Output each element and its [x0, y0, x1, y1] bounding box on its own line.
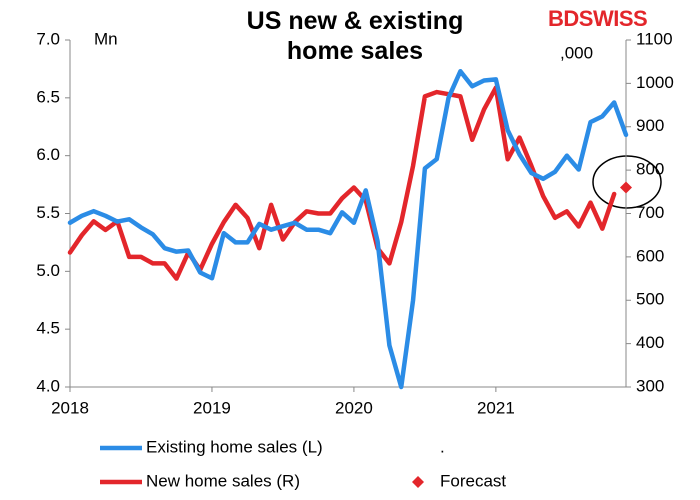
y2-unit-label: ,000: [560, 43, 593, 62]
logo: BDSWISS: [548, 6, 648, 31]
x-tick-label: 2021: [477, 398, 515, 417]
y-tick-label: 4.0: [36, 376, 60, 395]
y-tick-label: 4.5: [36, 319, 60, 338]
legend-label: Forecast: [440, 471, 506, 490]
y2-tick-label: 800: [636, 160, 664, 179]
series-line: [67, 68, 629, 390]
y-tick-label: 7.0: [36, 29, 60, 48]
series-line: [67, 85, 617, 281]
y2-tick-label: 1000: [636, 73, 674, 92]
y-tick-label: 5.5: [36, 203, 60, 222]
x-tick-label: 2018: [51, 398, 89, 417]
legend-label: New home sales (R): [146, 471, 300, 490]
y2-tick-label: 1100: [636, 29, 673, 48]
legend-swatch: [412, 476, 424, 488]
forecast-marker: [620, 181, 632, 194]
legend-label: Existing home sales (L): [146, 437, 323, 456]
y-tick-label: 5.0: [36, 261, 60, 280]
forecast-circle: [592, 155, 662, 209]
y2-tick-label: 700: [636, 203, 664, 222]
y2-tick-label: 300: [636, 376, 664, 395]
chart-title: US new & existing home sales: [246, 7, 464, 65]
x-tick-label: 2020: [335, 398, 373, 417]
y2-tick-label: 500: [636, 290, 664, 309]
y-unit-label: Mn: [94, 29, 118, 48]
y-tick-label: 6.0: [36, 145, 60, 164]
y-tick-label: 6.5: [36, 87, 60, 106]
x-tick-label: 2019: [193, 398, 231, 417]
y2-tick-label: 900: [636, 116, 664, 135]
legend-extra: .: [440, 437, 445, 456]
y2-tick-label: 600: [636, 246, 664, 265]
y2-tick-label: 400: [636, 333, 664, 352]
